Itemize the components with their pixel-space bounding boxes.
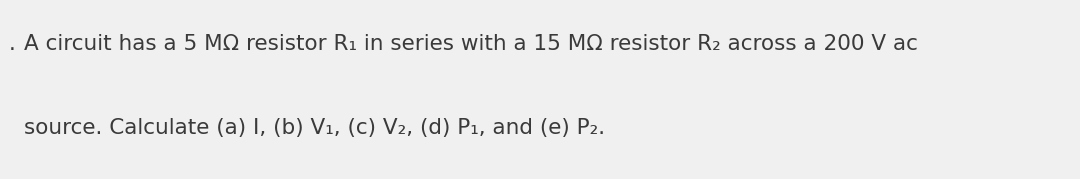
Text: A circuit has a 5 MΩ resistor R₁ in series with a 15 MΩ resistor R₂ across a 200: A circuit has a 5 MΩ resistor R₁ in seri… — [24, 34, 918, 54]
Text: .: . — [9, 34, 15, 54]
Text: source. Calculate (a) I, (b) V₁, (c) V₂, (d) P₁, and (e) P₂.: source. Calculate (a) I, (b) V₁, (c) V₂,… — [24, 118, 605, 138]
